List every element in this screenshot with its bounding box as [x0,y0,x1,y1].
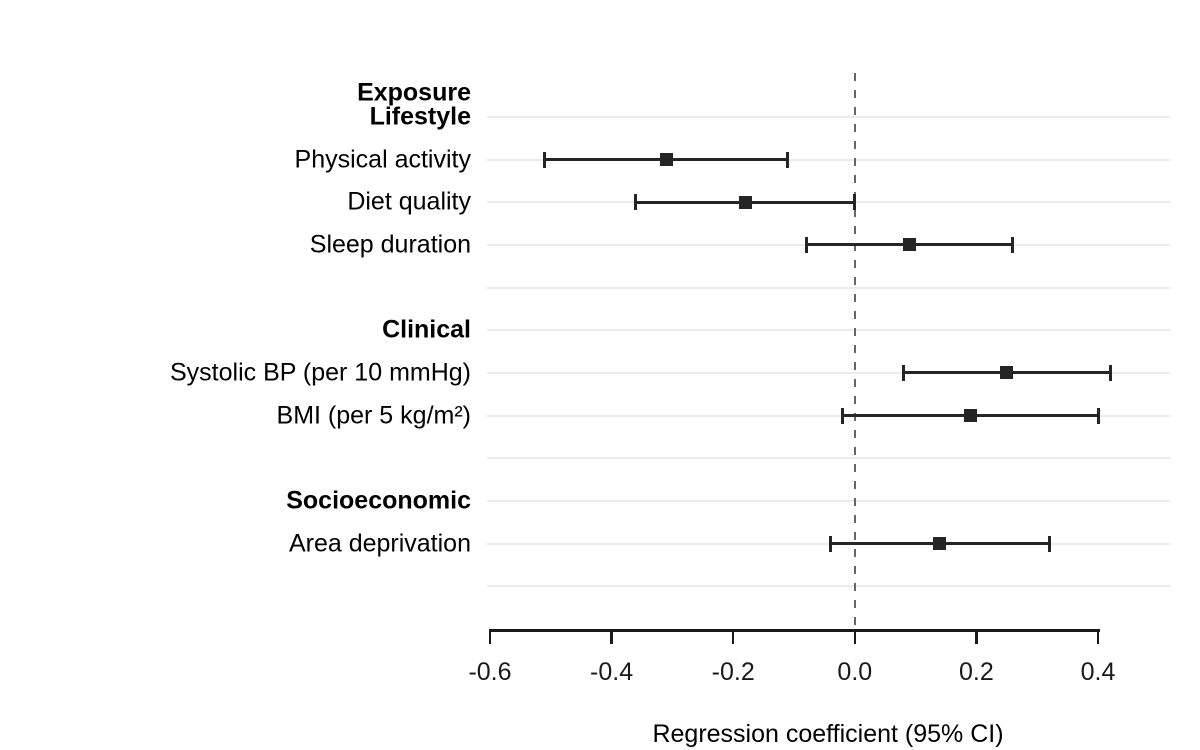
row-label: Systolic BP (per 10 mmHg) [169,358,471,387]
row-label: BMI (per 5 kg/m²) [276,401,471,430]
x-axis-tick [610,631,613,644]
group-header-label: Socioeconomic [286,486,471,515]
ci-cap-left [901,364,905,381]
x-axis-line [488,629,1100,632]
gridline [487,371,1170,374]
ci-cap-right [1011,236,1015,253]
ci-cap-right [786,151,790,168]
x-axis-tick-label: -0.6 [468,658,512,686]
x-axis-tick-label: 0.0 [837,658,873,686]
row-label: Diet quality [347,187,471,216]
row-label: Physical activity [294,145,471,174]
gridline [487,457,1170,460]
row-label: Sleep duration [309,230,471,259]
gridline [487,542,1170,545]
x-axis-tick-label: 0.2 [959,658,994,686]
ci-cap-right [1108,364,1112,381]
x-axis-tick-label: -0.2 [711,658,755,686]
x-axis-tick-label: -0.4 [590,658,634,686]
gridline [487,585,1170,588]
group-header-label: Clinical [382,315,471,344]
estimate-marker [963,409,977,423]
estimate-marker [933,537,947,551]
gridline [487,286,1170,289]
ci-cap-left [828,535,832,552]
estimate-marker [738,195,752,209]
x-axis-tick [1096,631,1100,644]
gridline [487,499,1170,502]
ci-cap-right [853,194,857,211]
gridline [487,116,1170,118]
ci-cap-left [804,236,808,253]
x-axis-tick-label: 0.4 [1080,658,1116,686]
ci-cap-right [1047,535,1051,552]
zero-reference-line [853,73,856,631]
exposure-column-header: Exposure [357,78,471,107]
gridline [487,414,1170,417]
gridline [487,158,1170,161]
estimate-marker [659,153,673,167]
estimate-marker [903,238,917,252]
ci-cap-right [1096,407,1100,424]
estimate-marker [1000,366,1014,380]
x-axis-tick [975,631,978,644]
row-label: Area deprivation [288,529,471,558]
x-axis-tick [731,631,735,644]
x-axis-tick [853,631,857,644]
x-axis-tick [488,631,492,644]
group-header-label: Lifestyle [369,102,471,131]
ci-cap-left [841,407,845,424]
x-axis-title: Regression coefficient (95% CI) [652,720,1004,748]
ci-cap-left [543,151,547,168]
gridline [487,329,1170,332]
ci-cap-left [634,194,638,211]
